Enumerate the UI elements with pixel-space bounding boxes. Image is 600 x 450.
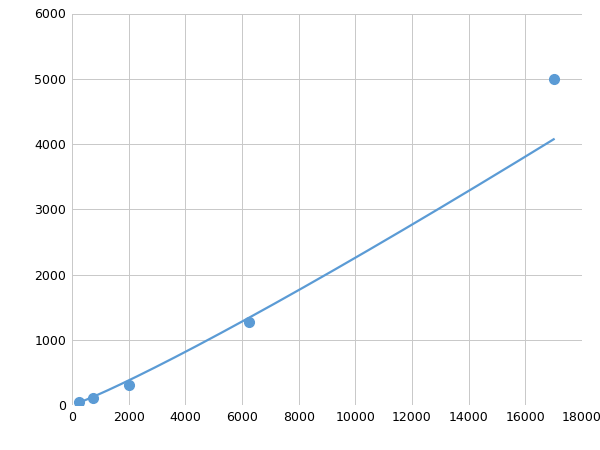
Point xyxy=(244,319,254,326)
Point xyxy=(88,395,98,402)
Point xyxy=(549,75,559,82)
Point xyxy=(74,398,84,405)
Point xyxy=(124,382,133,389)
